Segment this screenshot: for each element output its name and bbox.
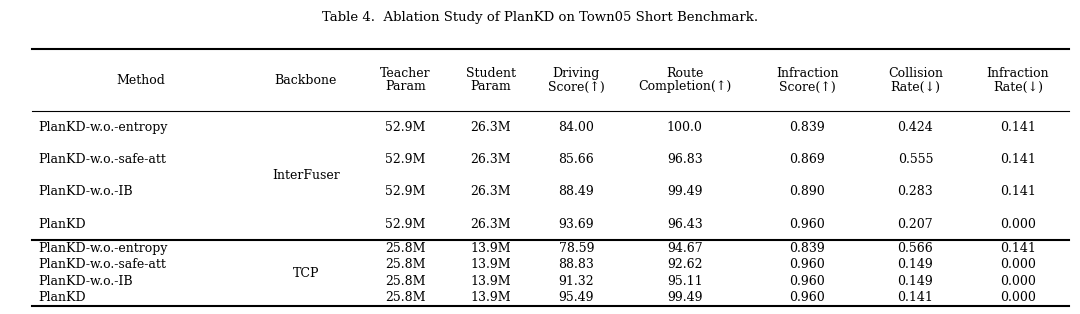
Text: 13.9M: 13.9M <box>471 258 511 271</box>
Text: 84.00: 84.00 <box>558 121 594 134</box>
Text: 52.9M: 52.9M <box>386 218 426 230</box>
Text: TCP: TCP <box>293 267 319 280</box>
Text: 13.9M: 13.9M <box>471 242 511 255</box>
Text: 26.3M: 26.3M <box>471 121 511 134</box>
Text: 26.3M: 26.3M <box>471 186 511 198</box>
Text: 88.49: 88.49 <box>558 186 594 198</box>
Text: 0.000: 0.000 <box>1000 275 1036 288</box>
Text: 96.83: 96.83 <box>666 153 703 166</box>
Text: 93.69: 93.69 <box>558 218 594 230</box>
Text: 25.8M: 25.8M <box>386 275 426 288</box>
Text: 25.8M: 25.8M <box>386 242 426 255</box>
Text: 26.3M: 26.3M <box>471 153 511 166</box>
Text: Student: Student <box>465 67 516 80</box>
Text: 0.890: 0.890 <box>789 186 825 198</box>
Text: 0.207: 0.207 <box>897 218 933 230</box>
Text: Collision: Collision <box>888 67 943 80</box>
Text: 25.8M: 25.8M <box>386 291 426 304</box>
Text: 0.960: 0.960 <box>789 258 825 271</box>
Text: Score(↑): Score(↑) <box>779 80 836 94</box>
Text: 95.49: 95.49 <box>558 291 594 304</box>
Text: Completion(↑): Completion(↑) <box>638 80 731 94</box>
Text: PlanKD-w.o.-entropy: PlanKD-w.o.-entropy <box>38 242 167 255</box>
Text: 0.960: 0.960 <box>789 275 825 288</box>
Text: 0.555: 0.555 <box>897 153 933 166</box>
Text: 99.49: 99.49 <box>667 186 702 198</box>
Text: 0.141: 0.141 <box>1000 186 1036 198</box>
Text: 0.566: 0.566 <box>897 242 933 255</box>
Text: 0.141: 0.141 <box>1000 153 1036 166</box>
Text: PlanKD-w.o.-entropy: PlanKD-w.o.-entropy <box>38 121 167 134</box>
Text: 91.32: 91.32 <box>558 275 594 288</box>
Text: Rate(↓): Rate(↓) <box>890 80 941 94</box>
Text: 25.8M: 25.8M <box>386 258 426 271</box>
Text: 0.839: 0.839 <box>789 242 825 255</box>
Text: 0.141: 0.141 <box>1000 121 1036 134</box>
Text: 0.839: 0.839 <box>789 121 825 134</box>
Text: PlanKD-w.o.-IB: PlanKD-w.o.-IB <box>38 186 133 198</box>
Text: 99.49: 99.49 <box>667 291 702 304</box>
Text: 13.9M: 13.9M <box>471 291 511 304</box>
Text: 0.960: 0.960 <box>789 291 825 304</box>
Text: 26.3M: 26.3M <box>471 218 511 230</box>
Text: 0.149: 0.149 <box>897 258 933 271</box>
Text: 0.000: 0.000 <box>1000 218 1036 230</box>
Text: 52.9M: 52.9M <box>386 121 426 134</box>
Text: Method: Method <box>117 73 165 87</box>
Text: 0.960: 0.960 <box>789 218 825 230</box>
Text: 52.9M: 52.9M <box>386 153 426 166</box>
Text: Route: Route <box>666 67 703 80</box>
Text: 78.59: 78.59 <box>558 242 594 255</box>
Text: PlanKD: PlanKD <box>38 218 85 230</box>
Text: 0.141: 0.141 <box>897 291 933 304</box>
Text: Backbone: Backbone <box>274 73 337 87</box>
Text: Param: Param <box>471 80 511 94</box>
Text: InterFuser: InterFuser <box>272 169 340 182</box>
Text: 0.424: 0.424 <box>897 121 933 134</box>
Text: PlanKD: PlanKD <box>38 291 85 304</box>
Text: Teacher: Teacher <box>380 67 431 80</box>
Text: 92.62: 92.62 <box>667 258 702 271</box>
Text: PlanKD-w.o.-safe-att: PlanKD-w.o.-safe-att <box>38 258 165 271</box>
Text: 95.11: 95.11 <box>666 275 702 288</box>
Text: 0.283: 0.283 <box>897 186 933 198</box>
Text: Param: Param <box>386 80 426 94</box>
Text: Driving: Driving <box>553 67 600 80</box>
Text: 0.149: 0.149 <box>897 275 933 288</box>
Text: 0.869: 0.869 <box>789 153 825 166</box>
Text: 0.000: 0.000 <box>1000 258 1036 271</box>
Text: 52.9M: 52.9M <box>386 186 426 198</box>
Text: 85.66: 85.66 <box>558 153 594 166</box>
Text: Score(↑): Score(↑) <box>548 80 605 94</box>
Text: 0.000: 0.000 <box>1000 291 1036 304</box>
Text: 13.9M: 13.9M <box>471 275 511 288</box>
Text: PlanKD-w.o.-IB: PlanKD-w.o.-IB <box>38 275 133 288</box>
Text: 0.141: 0.141 <box>1000 242 1036 255</box>
Text: Rate(↓): Rate(↓) <box>993 80 1043 94</box>
Text: PlanKD-w.o.-safe-att: PlanKD-w.o.-safe-att <box>38 153 165 166</box>
Text: Infraction: Infraction <box>987 67 1050 80</box>
Text: 94.67: 94.67 <box>666 242 702 255</box>
Text: 88.83: 88.83 <box>558 258 594 271</box>
Text: Table 4.  Ablation Study of PlanKD on Town05 Short Benchmark.: Table 4. Ablation Study of PlanKD on Tow… <box>322 11 758 24</box>
Text: Infraction: Infraction <box>775 67 838 80</box>
Text: 100.0: 100.0 <box>666 121 703 134</box>
Text: 96.43: 96.43 <box>666 218 703 230</box>
